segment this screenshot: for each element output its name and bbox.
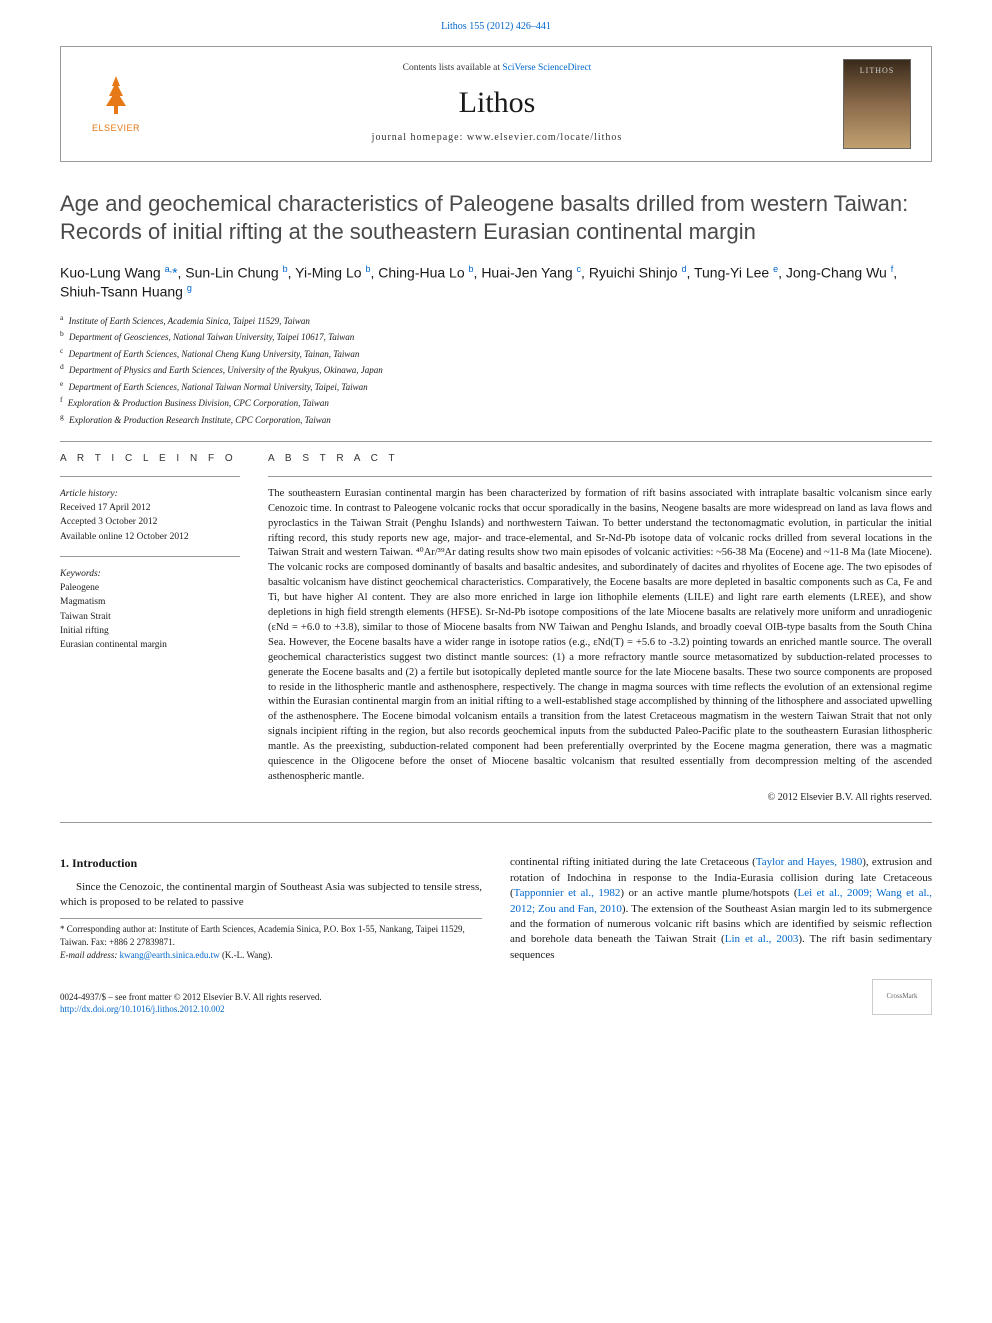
copyright-line: © 2012 Elsevier B.V. All rights reserved… — [268, 791, 932, 805]
affiliation-line: e Department of Earth Sciences, National… — [60, 378, 932, 395]
crossmark-badge[interactable]: CrossMark — [872, 979, 932, 1015]
journal-reference: Lithos 155 (2012) 426–441 — [60, 20, 932, 34]
author-list: Kuo-Lung Wang a,*, Sun-Lin Chung b, Yi-M… — [60, 263, 932, 302]
affiliation-line: f Exploration & Production Business Divi… — [60, 394, 932, 411]
issn-line: 0024-4937/$ – see front matter © 2012 El… — [60, 991, 322, 1003]
keyword-item: Initial rifting — [60, 624, 240, 638]
citation-link[interactable]: Tapponnier et al., 1982 — [514, 887, 621, 899]
article-info-heading: A R T I C L E I N F O — [60, 452, 240, 466]
affiliation-line: d Department of Physics and Earth Scienc… — [60, 361, 932, 378]
keywords-list: PaleogeneMagmatismTaiwan StraitInitial r… — [60, 581, 240, 652]
journal-cover-thumbnail — [843, 59, 911, 149]
keywords-label: Keywords: — [60, 567, 240, 581]
online-date: Available online 12 October 2012 — [60, 530, 240, 544]
divider — [60, 441, 932, 442]
tree-icon — [92, 72, 140, 120]
abstract-heading: A B S T R A C T — [268, 452, 932, 466]
citation-link[interactable]: Lin et al., 2003 — [725, 933, 799, 945]
keyword-item: Paleogene — [60, 581, 240, 595]
corresponding-author-footnote: * Corresponding author at: Institute of … — [60, 918, 482, 961]
received-date: Received 17 April 2012 — [60, 501, 240, 515]
intro-para-1: Since the Cenozoic, the continental marg… — [60, 880, 482, 911]
abstract-column: A B S T R A C T The southeastern Eurasia… — [268, 452, 932, 804]
contents-available: Contents lists available at SciVerse Sci… — [151, 62, 843, 75]
journal-title: Lithos — [151, 83, 843, 124]
affiliation-line: b Department of Geosciences, National Ta… — [60, 328, 932, 345]
accepted-date: Accepted 3 October 2012 — [60, 515, 240, 529]
abstract-text: The southeastern Eurasian continental ma… — [268, 487, 932, 785]
article-info-column: A R T I C L E I N F O Article history: R… — [60, 452, 240, 804]
journal-header: ELSEVIER Contents lists available at Sci… — [60, 46, 932, 162]
affiliation-line: c Department of Earth Sciences, National… — [60, 345, 932, 362]
page-footer: 0024-4937/$ – see front matter © 2012 El… — [60, 979, 932, 1015]
affiliations: a Institute of Earth Sciences, Academia … — [60, 312, 932, 428]
elsevier-logo: ELSEVIER — [81, 69, 151, 139]
doi-link[interactable]: http://dx.doi.org/10.1016/j.lithos.2012.… — [60, 1004, 225, 1014]
keyword-item: Eurasian continental margin — [60, 638, 240, 652]
intro-para-2: continental rifting initiated during the… — [510, 855, 932, 963]
keyword-item: Taiwan Strait — [60, 610, 240, 624]
article-title: Age and geochemical characteristics of P… — [60, 190, 932, 247]
affiliation-line: g Exploration & Production Research Inst… — [60, 411, 932, 428]
keyword-item: Magmatism — [60, 595, 240, 609]
publisher-name: ELSEVIER — [92, 122, 140, 134]
history-label: Article history: — [60, 487, 240, 501]
sciencedirect-link[interactable]: SciVerse ScienceDirect — [502, 63, 591, 73]
email-link[interactable]: kwang@earth.sinica.edu.tw — [120, 950, 220, 960]
journal-homepage: journal homepage: www.elsevier.com/locat… — [151, 131, 843, 145]
section-1-heading: 1. Introduction — [60, 855, 482, 871]
citation-link[interactable]: Taylor and Hayes, 1980 — [756, 856, 862, 868]
affiliation-line: a Institute of Earth Sciences, Academia … — [60, 312, 932, 329]
